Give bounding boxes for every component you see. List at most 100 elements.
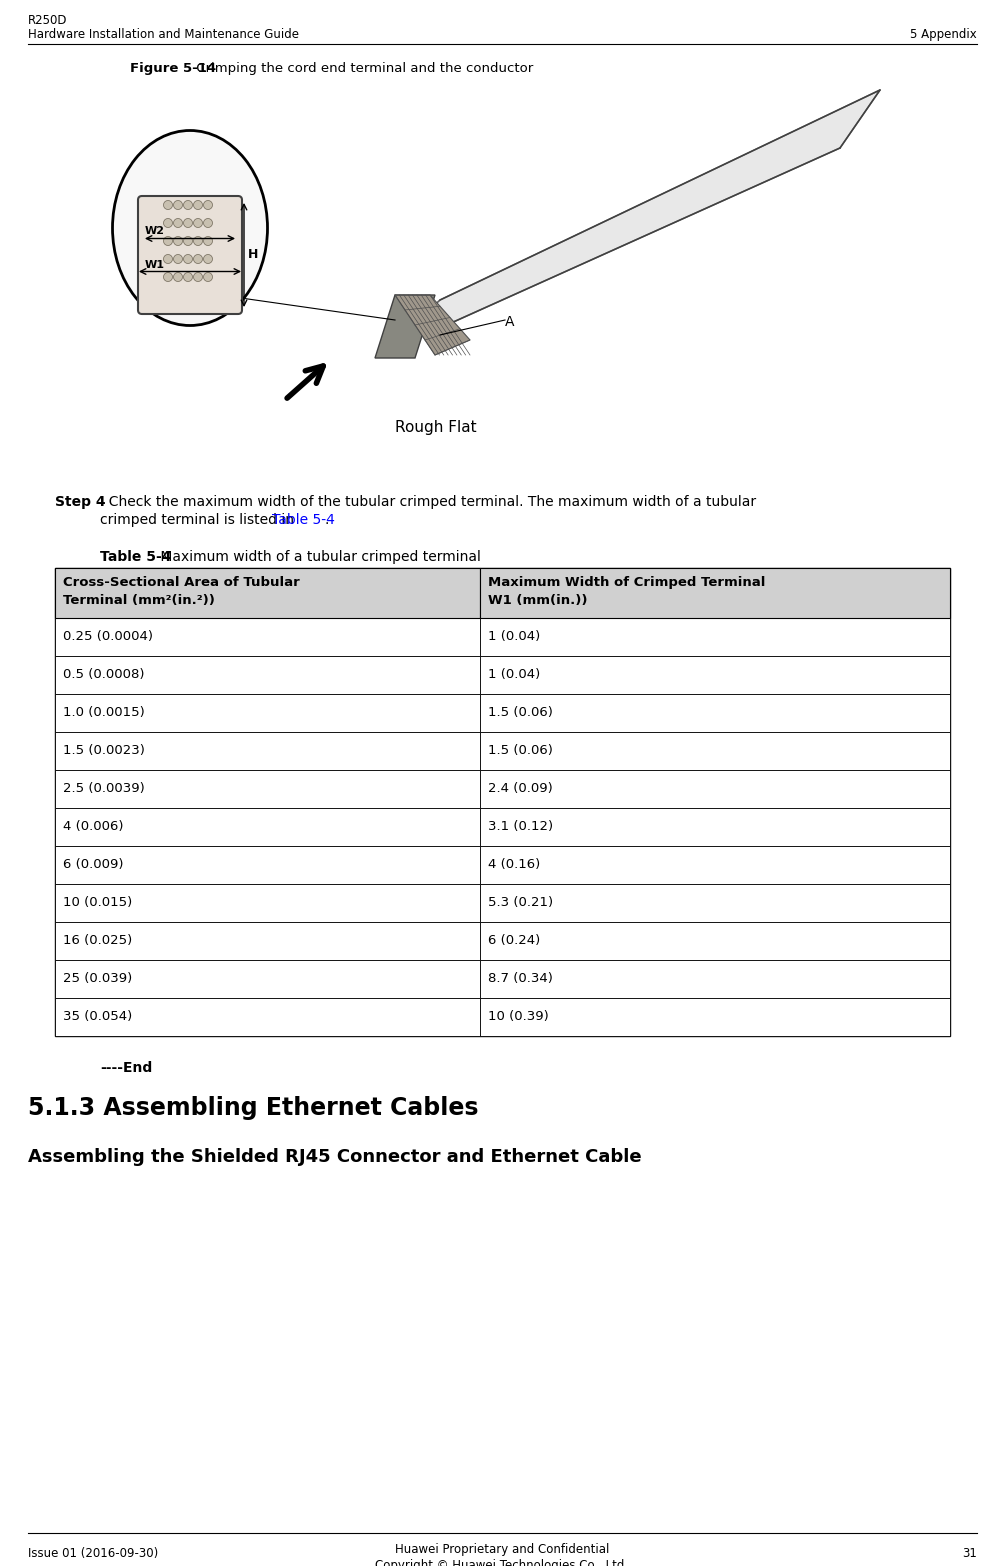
- Circle shape: [164, 200, 173, 210]
- Polygon shape: [375, 294, 435, 359]
- Text: 31: 31: [962, 1547, 977, 1560]
- Bar: [480, 694, 950, 731]
- Bar: [55, 694, 480, 731]
- Text: 25 (0.039): 25 (0.039): [63, 972, 133, 985]
- Bar: [480, 960, 950, 998]
- Bar: [480, 846, 950, 883]
- Bar: [480, 656, 950, 694]
- Text: Step 4: Step 4: [55, 495, 106, 509]
- Text: 0.5 (0.0008): 0.5 (0.0008): [63, 669, 145, 681]
- Circle shape: [174, 272, 183, 282]
- Text: 1.0 (0.0015): 1.0 (0.0015): [63, 706, 145, 719]
- Text: Cross-Sectional Area of Tubular: Cross-Sectional Area of Tubular: [63, 576, 299, 589]
- Circle shape: [164, 272, 173, 282]
- Text: 2.4 (0.09): 2.4 (0.09): [488, 781, 553, 796]
- Bar: [55, 731, 480, 770]
- Text: 5.1.3 Assembling Ethernet Cables: 5.1.3 Assembling Ethernet Cables: [28, 1096, 478, 1120]
- Ellipse shape: [113, 130, 267, 326]
- Bar: [55, 770, 480, 808]
- Bar: [55, 619, 480, 656]
- Text: 1.5 (0.0023): 1.5 (0.0023): [63, 744, 145, 756]
- Text: Copyright © Huawei Technologies Co., Ltd.: Copyright © Huawei Technologies Co., Ltd…: [376, 1560, 628, 1566]
- Text: 10 (0.39): 10 (0.39): [488, 1010, 549, 1023]
- Bar: [480, 998, 950, 1037]
- Bar: [480, 922, 950, 960]
- Text: 16 (0.025): 16 (0.025): [63, 933, 133, 947]
- Circle shape: [164, 255, 173, 263]
- Text: Rough Flat: Rough Flat: [395, 420, 476, 435]
- Circle shape: [184, 200, 193, 210]
- Bar: [55, 960, 480, 998]
- Text: 10 (0.015): 10 (0.015): [63, 896, 133, 908]
- Text: 4 (0.006): 4 (0.006): [63, 821, 124, 833]
- Text: crimped terminal is listed in: crimped terminal is listed in: [100, 514, 298, 528]
- Bar: [55, 922, 480, 960]
- Bar: [480, 619, 950, 656]
- Bar: [55, 808, 480, 846]
- Circle shape: [184, 272, 193, 282]
- Text: 1.5 (0.06): 1.5 (0.06): [488, 706, 553, 719]
- Text: Maximum width of a tubular crimped terminal: Maximum width of a tubular crimped termi…: [156, 550, 480, 564]
- Circle shape: [203, 272, 212, 282]
- Text: 8.7 (0.34): 8.7 (0.34): [488, 972, 553, 985]
- Polygon shape: [380, 89, 880, 355]
- Polygon shape: [395, 294, 470, 355]
- Circle shape: [174, 236, 183, 246]
- Text: 1 (0.04): 1 (0.04): [488, 669, 541, 681]
- Circle shape: [174, 255, 183, 263]
- Text: .: .: [324, 514, 329, 528]
- Text: Huawei Proprietary and Confidential: Huawei Proprietary and Confidential: [395, 1543, 609, 1557]
- Text: Table 5-4: Table 5-4: [100, 550, 172, 564]
- Text: 1 (0.04): 1 (0.04): [488, 630, 541, 644]
- Text: H: H: [248, 249, 258, 262]
- Text: 5 Appendix: 5 Appendix: [911, 28, 977, 41]
- Circle shape: [194, 200, 202, 210]
- Text: 4 (0.16): 4 (0.16): [488, 858, 541, 871]
- Text: R250D: R250D: [28, 14, 67, 27]
- Bar: [55, 846, 480, 883]
- Bar: [55, 568, 480, 619]
- Text: 6 (0.009): 6 (0.009): [63, 858, 124, 871]
- Circle shape: [194, 236, 202, 246]
- Text: W2: W2: [145, 227, 165, 236]
- Text: W1: W1: [145, 260, 165, 269]
- Bar: [55, 883, 480, 922]
- Text: ----End: ----End: [100, 1062, 152, 1074]
- Text: 1.5 (0.06): 1.5 (0.06): [488, 744, 553, 756]
- Text: A: A: [505, 315, 515, 329]
- Circle shape: [184, 236, 193, 246]
- Bar: [55, 568, 950, 1037]
- Text: Issue 01 (2016-09-30): Issue 01 (2016-09-30): [28, 1547, 158, 1560]
- Circle shape: [164, 219, 173, 227]
- Text: Table 5-4: Table 5-4: [272, 514, 335, 528]
- Circle shape: [203, 219, 212, 227]
- Text: 35 (0.054): 35 (0.054): [63, 1010, 133, 1023]
- FancyBboxPatch shape: [138, 196, 242, 315]
- Circle shape: [184, 219, 193, 227]
- Bar: [480, 883, 950, 922]
- Circle shape: [203, 200, 212, 210]
- Text: Terminal (mm²(in.²)): Terminal (mm²(in.²)): [63, 594, 215, 608]
- Text: 3.1 (0.12): 3.1 (0.12): [488, 821, 553, 833]
- Circle shape: [203, 255, 212, 263]
- Circle shape: [203, 236, 212, 246]
- Circle shape: [164, 236, 173, 246]
- Text: W1 (mm(in.)): W1 (mm(in.)): [488, 594, 588, 608]
- Text: Maximum Width of Crimped Terminal: Maximum Width of Crimped Terminal: [488, 576, 766, 589]
- Bar: [480, 770, 950, 808]
- Bar: [55, 656, 480, 694]
- Circle shape: [184, 255, 193, 263]
- Circle shape: [174, 200, 183, 210]
- Text: 2.5 (0.0039): 2.5 (0.0039): [63, 781, 145, 796]
- Text: 0.25 (0.0004): 0.25 (0.0004): [63, 630, 153, 644]
- Circle shape: [194, 219, 202, 227]
- Circle shape: [194, 272, 202, 282]
- Bar: [480, 568, 950, 619]
- Text: Hardware Installation and Maintenance Guide: Hardware Installation and Maintenance Gu…: [28, 28, 299, 41]
- Text: 6 (0.24): 6 (0.24): [488, 933, 541, 947]
- Text: Check the maximum width of the tubular crimped terminal. The maximum width of a : Check the maximum width of the tubular c…: [100, 495, 756, 509]
- Bar: [480, 731, 950, 770]
- Text: Crimping the cord end terminal and the conductor: Crimping the cord end terminal and the c…: [192, 63, 534, 75]
- Bar: [480, 808, 950, 846]
- Text: Figure 5-14: Figure 5-14: [130, 63, 216, 75]
